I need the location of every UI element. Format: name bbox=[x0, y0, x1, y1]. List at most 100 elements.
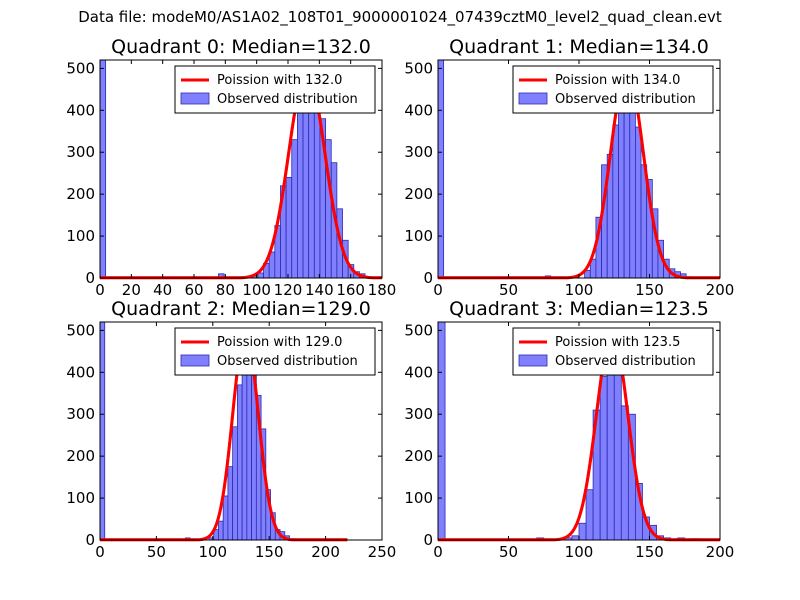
legend-label-curve: Poission with 134.0 bbox=[555, 73, 680, 88]
x-tick-label: 50 bbox=[499, 543, 518, 561]
legend-bar-swatch bbox=[180, 92, 210, 105]
histogram-bar bbox=[222, 495, 229, 541]
histogram-bar bbox=[437, 321, 446, 541]
x-tick-label: 80 bbox=[216, 281, 235, 299]
y-tick-label: 100 bbox=[66, 489, 95, 507]
histogram-bar bbox=[227, 466, 234, 541]
x-tick-label: 0 bbox=[95, 281, 105, 299]
y-tick-label: 200 bbox=[66, 447, 95, 465]
histogram-bar bbox=[236, 384, 243, 541]
y-tick-label: 0 bbox=[85, 269, 95, 287]
chart-panel-1: 0 50 100 150 200 0 100 200 300 400 500 Quadrant 1: … bbox=[404, 36, 734, 299]
histogram-bar bbox=[296, 112, 304, 279]
legend-bar-swatch bbox=[518, 92, 548, 105]
x-tick-label: 20 bbox=[122, 281, 141, 299]
legend-bar-swatch bbox=[518, 354, 548, 367]
legend-box bbox=[174, 65, 376, 114]
y-tick-label: 500 bbox=[404, 321, 433, 339]
x-tick-label: 200 bbox=[706, 281, 735, 299]
x-tick-label: 50 bbox=[499, 281, 518, 299]
x-tick-label: 100 bbox=[565, 281, 594, 299]
histogram-bar bbox=[302, 93, 310, 279]
y-tick-label: 200 bbox=[66, 185, 95, 203]
y-tick-label: 0 bbox=[423, 269, 433, 287]
chart-panel-2: 0 50 100 150 200 250 0 100 200 300 400 500 Quadrant … bbox=[66, 298, 396, 561]
x-tick-label: 50 bbox=[147, 543, 166, 561]
histogram-bar bbox=[618, 93, 625, 279]
histogram-bar bbox=[291, 139, 298, 279]
histogram-bar bbox=[246, 350, 253, 541]
histogram-bar bbox=[218, 520, 224, 541]
histogram-bar bbox=[99, 59, 107, 279]
x-tick-label: 200 bbox=[706, 543, 735, 561]
y-tick-label: 500 bbox=[404, 59, 433, 77]
y-tick-label: 200 bbox=[404, 185, 433, 203]
panel-title: Quadrant 2: Median=129.0 bbox=[111, 298, 371, 320]
histogram-bar bbox=[437, 59, 445, 279]
y-tick-label: 300 bbox=[66, 405, 95, 423]
histogram-bar bbox=[99, 321, 106, 541]
legend-label-curve: Poission with 132.0 bbox=[217, 73, 342, 88]
histogram-bar bbox=[232, 426, 238, 541]
panel-title: Quadrant 3: Median=123.5 bbox=[449, 298, 709, 320]
x-tick-label: 0 bbox=[95, 543, 105, 561]
chart-panel-0: 0 20 40 60 80 100 120 140 160 1800100200300400500… bbox=[66, 36, 396, 299]
histogram-bar bbox=[578, 522, 587, 541]
x-tick-label: 100 bbox=[198, 543, 227, 561]
x-tick-label: 250 bbox=[368, 543, 397, 561]
y-tick-label: 100 bbox=[66, 227, 95, 245]
y-tick-label: 100 bbox=[404, 489, 433, 507]
y-tick-label: 0 bbox=[85, 531, 95, 549]
y-tick-label: 300 bbox=[404, 143, 433, 161]
x-tick-label: 60 bbox=[184, 281, 203, 299]
legend-label-bars: Observed distribution bbox=[217, 92, 358, 107]
y-tick-label: 500 bbox=[66, 321, 95, 339]
x-tick-label: 160 bbox=[336, 281, 365, 299]
y-tick-label: 300 bbox=[66, 143, 95, 161]
x-tick-label: 150 bbox=[635, 543, 664, 561]
legend-box bbox=[512, 327, 714, 376]
histogram-bar bbox=[241, 355, 248, 541]
y-tick-label: 400 bbox=[404, 101, 433, 119]
y-tick-label: 400 bbox=[404, 363, 433, 381]
x-tick-label: 150 bbox=[255, 543, 284, 561]
histogram-bar bbox=[620, 405, 629, 541]
legend-box bbox=[512, 65, 714, 114]
x-tick-label: 200 bbox=[311, 543, 340, 561]
histogram-bar bbox=[613, 346, 622, 541]
y-tick-label: 300 bbox=[404, 405, 433, 423]
x-tick-label: 180 bbox=[368, 281, 397, 299]
histogram-bar bbox=[629, 88, 636, 279]
x-tick-label: 150 bbox=[635, 281, 664, 299]
x-tick-label: 100 bbox=[242, 281, 271, 299]
x-tick-label: 120 bbox=[274, 281, 303, 299]
legend-label-curve: Poission with 129.0 bbox=[217, 335, 342, 350]
legend-label-curve: Poission with 123.5 bbox=[555, 335, 680, 350]
histogram-bar bbox=[571, 535, 580, 541]
histogram-bar bbox=[585, 489, 594, 541]
x-tick-label: 100 bbox=[565, 543, 594, 561]
x-tick-label: 40 bbox=[153, 281, 172, 299]
panel-title: Quadrant 0: Median=132.0 bbox=[111, 36, 371, 58]
histogram-bar bbox=[612, 124, 619, 279]
y-tick-label: 500 bbox=[66, 59, 95, 77]
y-tick-label: 0 bbox=[423, 531, 433, 549]
y-tick-label: 100 bbox=[404, 227, 433, 245]
histogram-bar bbox=[599, 376, 608, 541]
panel-title: Quadrant 1: Median=134.0 bbox=[449, 36, 709, 58]
y-tick-label: 400 bbox=[66, 363, 95, 381]
legend-bar-swatch bbox=[180, 354, 210, 367]
legend-label-bars: Observed distribution bbox=[217, 354, 358, 369]
x-tick-label: 0 bbox=[433, 281, 443, 299]
histogram-bar bbox=[635, 126, 642, 279]
legend-label-bars: Observed distribution bbox=[555, 92, 696, 107]
y-tick-label: 400 bbox=[66, 101, 95, 119]
legend-box bbox=[174, 327, 376, 376]
x-tick-label: 140 bbox=[305, 281, 334, 299]
chart-panel-3: 0 50 100 150 200 0 100 200 300 400 500 Quadrant 3: … bbox=[404, 298, 734, 561]
y-tick-label: 200 bbox=[404, 447, 433, 465]
figure-suptitle: Data file: modeM0/AS1A02_108T01_90000010… bbox=[78, 8, 722, 26]
axes-frame bbox=[99, 321, 383, 541]
x-tick-label: 0 bbox=[433, 543, 443, 561]
